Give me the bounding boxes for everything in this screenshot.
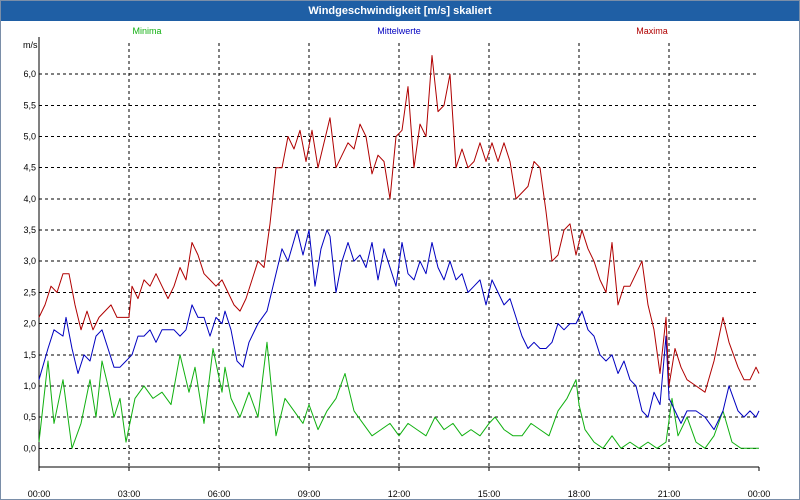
y-tick-label: 5,0: [23, 132, 36, 142]
x-tick-time-label: 12:00: [388, 489, 411, 499]
series-maxima-line: [38, 55, 760, 393]
x-tick-time-label: 03:00: [118, 489, 141, 499]
y-tick-label: 1,5: [23, 350, 36, 360]
legend: Minima Mittelwerte Maxima: [132, 26, 667, 36]
x-tick-time-label: 06:00: [208, 489, 231, 499]
x-tick-time-label: 00:00: [748, 489, 771, 499]
x-tick-time-label: 15:00: [478, 489, 501, 499]
series-minima-line: [38, 341, 759, 449]
y-tick-label: 6,0: [23, 69, 36, 79]
y-tick-label: 0,0: [23, 443, 36, 453]
axes: [38, 37, 760, 471]
y-tick-label: 3,0: [23, 256, 36, 266]
series-mittelwerte-line: [38, 229, 760, 431]
x-tick-time-label: 18:00: [568, 489, 591, 499]
x-tick-time-label: 09:00: [298, 489, 321, 499]
y-tick-label: 0,5: [23, 412, 36, 422]
series-lines: [38, 55, 760, 449]
legend-minima: Minima: [132, 26, 161, 36]
y-tick-label: 4,5: [23, 163, 36, 173]
y-tick-labels: 0,0 0,5 1,0 1,5 2,0 2,5 3,0 3,5 4,0 4,5 5,0 5,5 6,0: [23, 69, 36, 453]
window-title: Windgeschwindigkeit [m/s] skaliert: [1, 1, 799, 21]
x-tick-labels: 00:0026.09.2303:0026.09.2306:0026.09.230…: [28, 489, 771, 499]
legend-mittelwerte: Mittelwerte: [377, 26, 421, 36]
line-chart: m/s Minima Mittelwerte Maxima 0,0 0,5 1,0 1,5…: [23, 26, 771, 499]
y-unit-label: m/s: [23, 40, 38, 50]
y-tick-label: 2,0: [23, 319, 36, 329]
y-tick-label: 4,0: [23, 194, 36, 204]
plot-area: m/s Minima Mittelwerte Maxima 0,0 0,5 1,0 1,5…: [1, 21, 799, 499]
grid-lines: [39, 43, 759, 467]
y-tick-label: 1,0: [23, 381, 36, 391]
legend-maxima: Maxima: [636, 26, 668, 36]
x-tick-time-label: 21:00: [658, 489, 681, 499]
y-tick-label: 5,5: [23, 100, 36, 110]
y-tick-label: 3,5: [23, 225, 36, 235]
x-tick-time-label: 00:00: [28, 489, 51, 499]
y-tick-label: 2,5: [23, 287, 36, 297]
